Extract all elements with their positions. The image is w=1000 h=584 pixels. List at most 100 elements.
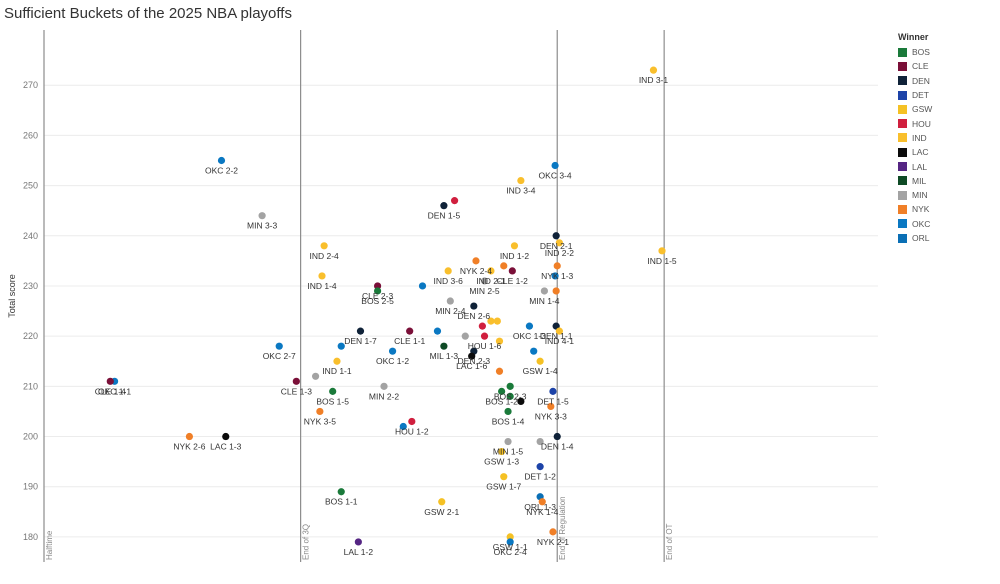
legend-swatch	[898, 133, 907, 143]
data-point	[506, 533, 514, 541]
legend-swatch	[898, 119, 907, 129]
data-label: GSW 1-1	[493, 542, 528, 552]
data-label: OKC 2-2	[205, 165, 238, 175]
legend-label: DET	[912, 90, 929, 101]
data-point	[487, 317, 495, 325]
scatter-plot: 180 190 200 210 220 230 240 250 260 270 Total scor…	[7, 30, 878, 562]
data-label: CLE 2-3	[362, 291, 393, 301]
data-point	[536, 437, 544, 446]
data-label: IND 2-2	[545, 248, 575, 258]
data-label: IND 3-6	[434, 276, 464, 286]
data-label: IND 4-1	[545, 336, 575, 346]
data-point	[388, 347, 397, 355]
data-label: IND 2-4	[309, 251, 339, 261]
data-label: CLE 1-1	[394, 336, 425, 346]
legend-swatch	[898, 61, 907, 71]
data-point	[374, 282, 382, 290]
data-label: IND 1-5	[647, 256, 677, 266]
data-label: NYK 3-5	[304, 416, 336, 426]
data-point	[551, 272, 559, 280]
data-point	[472, 257, 480, 265]
data-label: DET 1-5	[537, 396, 569, 406]
data-point	[468, 352, 476, 360]
data-point	[333, 357, 341, 365]
data-label: ORL 1-3	[524, 502, 556, 512]
y-tick-label: 210	[23, 381, 38, 391]
data-label: DEN 1-7	[344, 336, 377, 346]
data-point	[500, 473, 508, 481]
data-point	[552, 287, 560, 295]
data-point	[649, 66, 658, 74]
y-tick-label: 230	[23, 281, 38, 291]
data-point	[547, 402, 555, 411]
reference-line-label: End of 3Q	[302, 524, 311, 560]
gridlines	[44, 84, 878, 538]
data-label: NYK 2-1	[537, 537, 569, 547]
data-point	[478, 322, 486, 330]
data-point	[438, 498, 446, 506]
legend-label: LAC	[912, 147, 929, 158]
data-label: MIN 1-5	[493, 447, 524, 457]
data-point	[356, 327, 365, 335]
legend-label: GSW	[912, 104, 933, 115]
y-tick-label: 250	[23, 181, 38, 191]
legend-swatch	[898, 204, 907, 214]
data-point	[495, 367, 504, 375]
data-label: HOU 1-2	[395, 426, 429, 436]
data-label: OKC 1-2	[376, 356, 409, 366]
legend-items: BOS CLE DEN DET GSW HOU IND LAC LAL MIL MIN NYK OKC O…	[898, 45, 998, 245]
data-label: GSW 2-1	[424, 507, 459, 517]
legend-swatch	[898, 147, 907, 157]
chart-title: Sufficient Buckets of the 2025 NBA playo…	[4, 5, 292, 22]
data-label: LAC 1-3	[210, 442, 241, 452]
legend-item: MIN	[898, 188, 998, 202]
data-point	[446, 297, 454, 305]
legend-item: LAC	[898, 145, 998, 159]
data-label: IND 1-1	[322, 366, 352, 376]
data-label: HOU 1-6	[468, 341, 502, 351]
data-point	[354, 538, 362, 546]
data-point	[506, 382, 514, 390]
data-label: BOS 1-4	[492, 416, 525, 426]
legend-item: BOS	[898, 45, 998, 59]
data-point	[553, 262, 561, 270]
data-label: MIL 1-3	[430, 351, 459, 361]
legend-label: BOS	[912, 47, 930, 58]
legend-swatch	[898, 219, 907, 229]
data-point	[530, 347, 538, 355]
data-point	[540, 287, 549, 295]
data-label: IND 3-1	[639, 75, 669, 85]
data-label: MIN 3-3	[247, 221, 278, 231]
data-point	[316, 407, 324, 416]
legend-item: DEN	[898, 74, 998, 88]
data-point	[504, 407, 512, 416]
data-point	[536, 357, 544, 365]
data-label: BOS 1-5	[316, 396, 349, 406]
data-label: OKC 2-4	[494, 547, 527, 557]
data-point	[440, 342, 448, 350]
legend-label: LAL	[912, 161, 928, 172]
legend-swatch	[898, 162, 907, 172]
legend-title: Winner	[898, 32, 929, 42]
data-point	[217, 156, 226, 165]
data-point	[337, 488, 345, 496]
data-point	[374, 287, 382, 295]
data-point	[504, 437, 512, 446]
data-point	[406, 327, 414, 335]
data-label: DEN 2-6	[458, 311, 491, 321]
y-tick-label: 200	[23, 432, 38, 442]
reference-line-label: Halftime	[45, 530, 54, 560]
data-point	[498, 387, 506, 395]
data-label: OKC 3-4	[539, 171, 572, 181]
data-label: IND 1-4	[307, 281, 337, 291]
data-point	[461, 332, 469, 340]
legend-label: NYK	[912, 204, 930, 215]
legend-item: OKC	[898, 217, 998, 231]
data-label: OKC 1-1	[98, 386, 131, 396]
data-label: OKC 2-7	[263, 351, 296, 361]
legend-item: NYK	[898, 202, 998, 216]
data-point	[500, 262, 508, 270]
data-point	[517, 397, 525, 405]
data-point	[318, 272, 326, 280]
